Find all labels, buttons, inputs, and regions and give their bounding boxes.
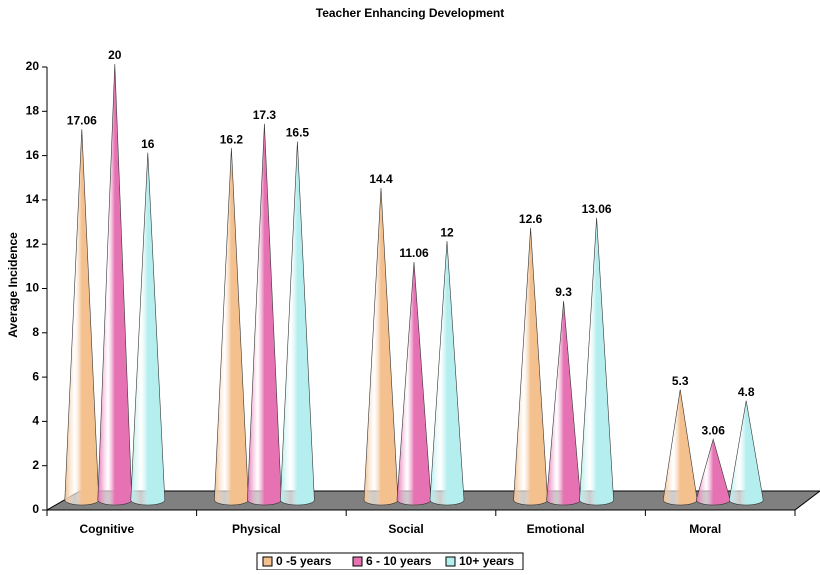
- value-label: 12.6: [519, 212, 543, 226]
- cone: [363, 188, 399, 506]
- x-tick-label: Physical: [232, 522, 281, 536]
- cone: [546, 300, 581, 506]
- y-tick-label: 12: [26, 236, 40, 250]
- x-tick-label: Social: [388, 522, 423, 536]
- value-label: 17.3: [253, 108, 277, 122]
- value-label: 13.06: [582, 202, 612, 216]
- cone: [396, 261, 432, 506]
- value-label: 16.2: [220, 132, 244, 146]
- legend-swatch: [352, 556, 363, 567]
- cone: [64, 129, 100, 506]
- cone: [280, 141, 315, 506]
- x-tick-label: Emotional: [527, 522, 585, 536]
- value-label: 4.8: [738, 385, 755, 399]
- legend-swatch: [445, 556, 456, 567]
- chart-title: Teacher Enhancing Development: [316, 6, 505, 20]
- y-tick-label: 14: [26, 192, 40, 206]
- cone: [579, 217, 614, 506]
- y-axis-label: Average Incidence: [6, 232, 20, 338]
- value-label: 11.06: [399, 246, 429, 260]
- cone: [429, 241, 465, 506]
- cone: [513, 227, 548, 506]
- y-tick-label: 8: [32, 325, 39, 339]
- value-label: 3.06: [702, 423, 726, 437]
- cone: [728, 400, 764, 506]
- cone: [247, 123, 282, 506]
- cone: [662, 389, 698, 506]
- cone: [695, 438, 731, 506]
- x-tick-label: Cognitive: [79, 522, 134, 536]
- y-tick-label: 0: [32, 502, 39, 516]
- value-label: 17.06: [67, 113, 97, 127]
- y-tick-label: 10: [26, 281, 40, 295]
- legend-swatch: [262, 556, 273, 567]
- cone: [130, 152, 166, 506]
- value-label: 5.3: [672, 374, 689, 388]
- value-label: 16.5: [286, 126, 310, 140]
- y-tick-label: 4: [32, 414, 39, 428]
- value-label: 16: [141, 137, 155, 151]
- legend-label: 0 -5 years: [276, 554, 332, 568]
- value-label: 14.4: [369, 172, 393, 186]
- value-label: 20: [108, 48, 122, 62]
- value-label: 12: [440, 225, 454, 239]
- value-label: 9.3: [555, 285, 572, 299]
- legend-label: 10+ years: [459, 554, 514, 568]
- x-tick-label: Moral: [689, 522, 721, 536]
- y-tick-label: 6: [32, 369, 39, 383]
- legend-label: 6 - 10 years: [366, 554, 432, 568]
- y-tick-label: 18: [26, 103, 40, 117]
- y-tick-label: 16: [26, 148, 40, 162]
- y-tick-label: 2: [32, 458, 39, 472]
- cone: [214, 148, 249, 506]
- y-tick-label: 20: [26, 59, 40, 73]
- cone: [97, 63, 133, 506]
